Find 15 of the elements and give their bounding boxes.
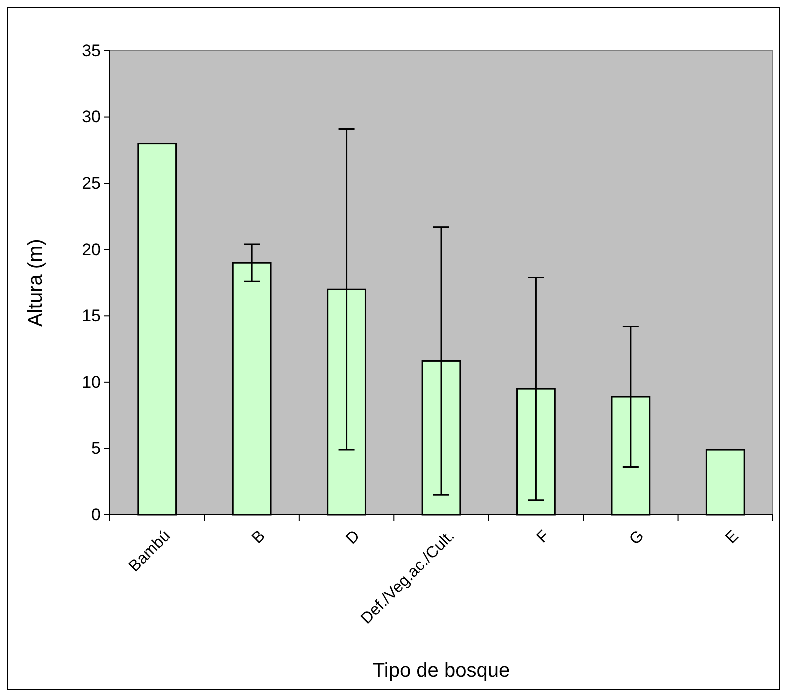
y-tick-label: 5 [92, 439, 101, 458]
y-axis-title: Altura (m) [25, 239, 47, 327]
x-tick-label: F [534, 528, 554, 547]
y-tick-label: 0 [92, 505, 101, 524]
y-tick-label: 35 [82, 41, 101, 60]
x-tick-label: D [343, 528, 364, 548]
x-axis-title: Tipo de bosque [372, 660, 510, 682]
y-tick-label: 30 [82, 108, 101, 127]
x-tick-label: B [249, 528, 269, 548]
y-tick-label: 25 [82, 174, 101, 194]
y-tick-label: 20 [82, 240, 101, 260]
x-tick-label: G [626, 528, 648, 549]
x-tick-label: E [722, 528, 742, 548]
y-tick-label: 15 [82, 306, 101, 326]
y-tick-label: 10 [82, 372, 101, 392]
